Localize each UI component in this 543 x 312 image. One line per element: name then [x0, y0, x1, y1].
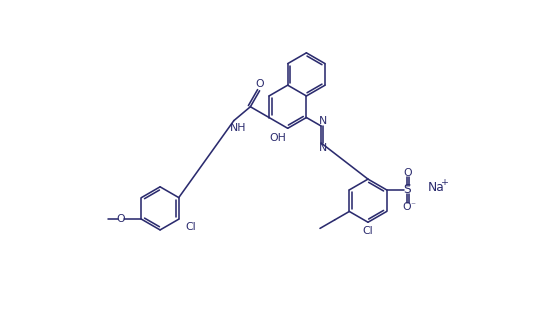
Text: N: N [319, 116, 327, 126]
Text: Cl: Cl [185, 222, 195, 232]
Text: Na: Na [427, 181, 444, 194]
Text: O: O [403, 168, 412, 178]
Text: O: O [255, 79, 264, 89]
Text: N: N [319, 143, 327, 153]
Text: NH: NH [230, 123, 246, 133]
Text: O: O [116, 214, 125, 224]
Text: O: O [402, 202, 411, 212]
Text: ⁻: ⁻ [411, 201, 415, 210]
Text: Cl: Cl [363, 227, 373, 236]
Text: S: S [403, 183, 411, 196]
Text: +: + [441, 178, 449, 188]
Text: OH: OH [269, 133, 286, 143]
